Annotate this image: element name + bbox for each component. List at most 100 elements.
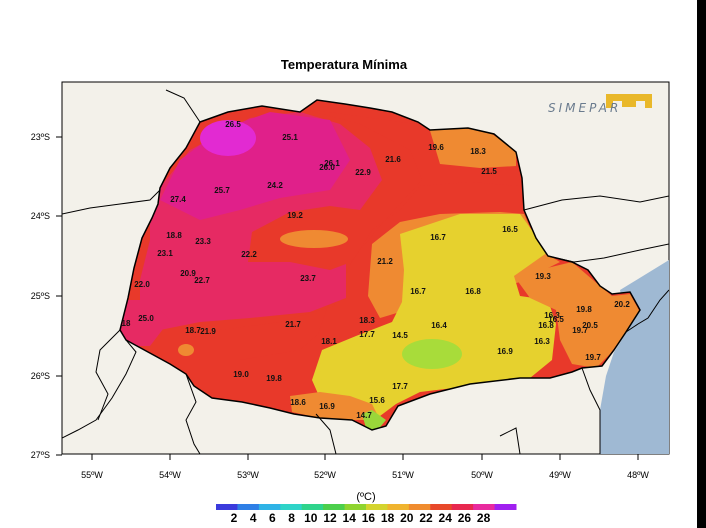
station-value: 19.2 [287, 211, 303, 220]
station-value: 16.5 [548, 315, 564, 324]
station-value: 21.6 [385, 155, 401, 164]
station-value: 18.3 [359, 316, 375, 325]
station-value: 22.2 [241, 250, 257, 259]
station-value: 15.6 [369, 396, 385, 405]
station-value: 18.6 [290, 398, 306, 407]
colorbar-tick-label: 10 [304, 511, 318, 525]
colorbar-swatch [344, 504, 367, 510]
colorbar-swatch [216, 504, 238, 510]
colorbar: 2 4 6 8 10 12 14 16 18 20 22 24 26 28 [216, 504, 517, 525]
station-value: 25.7 [214, 186, 230, 195]
colorbar-tick-label: 26 [458, 511, 472, 525]
lat-label: 24ºS [31, 211, 50, 221]
map-title: Temperatura Mínima [281, 57, 408, 72]
colorbar-swatch [473, 504, 496, 510]
colorbar-tick-label: 12 [323, 511, 337, 525]
station-value: 26.5 [225, 120, 241, 129]
colorbar-tick-label: 24 [439, 511, 453, 525]
colorbar-swatch [258, 504, 281, 510]
station-value: 17.7 [359, 330, 375, 339]
colorbar-tick-label: 20 [400, 511, 414, 525]
lon-label: 52ºW [314, 470, 336, 480]
station-value: 19.8 [266, 374, 282, 383]
lat-label: 26ºS [31, 371, 50, 381]
colorbar-tick-label: 18 [381, 511, 395, 525]
station-value: 23.1 [157, 249, 173, 258]
station-value: 19.8 [576, 305, 592, 314]
station-value: 21.9 [200, 327, 216, 336]
colorbar-swatch [430, 504, 453, 510]
lat-label: 27ºS [31, 450, 50, 460]
lat-label: 23ºS [31, 132, 50, 142]
station-value: 16.3 [544, 311, 560, 320]
colorbar-tick-label: 28 [477, 511, 491, 525]
station-value: 19.0 [233, 370, 249, 379]
colorbar-tick-label: 6 [269, 511, 276, 525]
station-value: 26.0 [319, 163, 335, 172]
station-value: 14.5 [392, 331, 408, 340]
station-value: 20.5 [582, 321, 598, 330]
colorbar-swatch [366, 504, 388, 510]
svg-text:SIMEPAR: SIMEPAR [548, 101, 621, 115]
state-outline [119, 99, 641, 431]
station-value: 23.7 [300, 274, 316, 283]
station-value: 22.0 [134, 280, 150, 289]
temperature-zones [120, 100, 640, 430]
colorbar-swatch [451, 504, 474, 510]
station-value: 19.6 [428, 143, 444, 152]
lon-label: 53ºW [237, 470, 259, 480]
station-value: 16.9 [497, 347, 513, 356]
station-value: 16.5 [502, 225, 518, 234]
station-value: 24.2 [267, 181, 283, 190]
station-value: 18.3 [470, 147, 486, 156]
station-value: 17.7 [392, 382, 408, 391]
station-value: 18 [122, 319, 131, 328]
station-value: 19.7 [585, 353, 601, 362]
station-labels: 26.5 25.1 26.126.0 22.9 21.6 19.6 18.3 21.5 25.7… [122, 120, 631, 420]
station-value: 22.7 [194, 276, 210, 285]
station-value: 27.4 [170, 195, 186, 204]
station-value: 16.7 [410, 287, 426, 296]
station-value: 19.7 [572, 326, 588, 335]
colorbar-tick-label: 16 [362, 511, 376, 525]
station-value: 25.0 [138, 314, 154, 323]
station-value: 14.7 [356, 411, 372, 420]
lon-axis: 55ºW 54ºW 53ºW 52ºW 51ºW 50ºW 49ºW 48ºW [81, 454, 649, 480]
lon-label: 51ºW [392, 470, 414, 480]
lon-label: 54ºW [159, 470, 181, 480]
lon-label: 55ºW [81, 470, 103, 480]
colorbar-tick-label: 2 [231, 511, 238, 525]
colorbar-tick-label: 8 [288, 511, 295, 525]
station-value: 16.9 [319, 402, 335, 411]
neighbour-borders [62, 82, 669, 454]
colorbar-tick-label: 22 [419, 511, 433, 525]
station-value: 21.7 [285, 320, 301, 329]
station-value: 25.1 [282, 133, 298, 142]
lat-axis: 23ºS 24ºS 25ºS 26ºS 27ºS [31, 132, 62, 460]
colorbar-unit-label: (ºC) [356, 491, 375, 503]
ocean-area [600, 260, 669, 454]
lon-label: 49ºW [549, 470, 571, 480]
colorbar-swatch [408, 504, 431, 510]
station-value: 16.8 [465, 287, 481, 296]
colorbar-swatch [280, 504, 303, 510]
station-value: 20.2 [614, 300, 630, 309]
station-value: 21.5 [481, 167, 497, 176]
station-value: 18.7 [185, 326, 201, 335]
station-value: 23.3 [195, 237, 211, 246]
lon-label: 50ºW [471, 470, 493, 480]
colorbar-swatch [494, 504, 517, 510]
station-value: 18.1 [321, 337, 337, 346]
station-value: 16.4 [431, 321, 447, 330]
station-value: 22.9 [355, 168, 371, 177]
colorbar-swatch [237, 504, 260, 510]
colorbar-swatch [301, 504, 324, 510]
station-value: 18.8 [166, 231, 182, 240]
colorbar-tick-label: 4 [250, 511, 257, 525]
lat-label: 25ºS [31, 291, 50, 301]
station-value: 21.2 [377, 257, 393, 266]
colorbar-swatch [387, 504, 410, 510]
station-value: 16.3 [534, 337, 550, 346]
station-value: 26.1 [324, 159, 340, 168]
